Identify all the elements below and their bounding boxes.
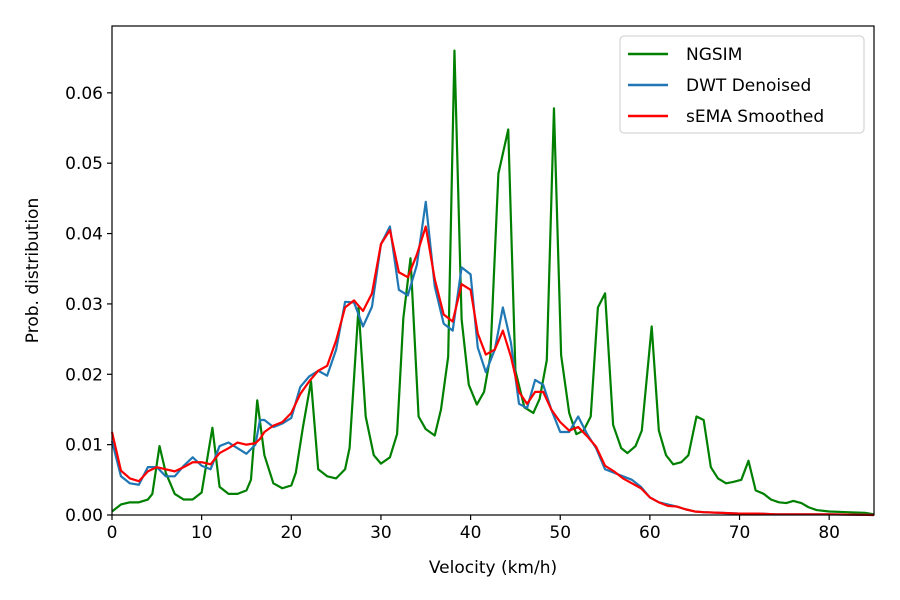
plot-frame [111, 25, 875, 516]
x-tick-label: 70 [729, 523, 751, 543]
legend-box [619, 35, 865, 134]
y-tick-label: 0.00 [65, 506, 103, 526]
y-axis: 0.00 0.01 0.02 0.03 0.04 0.05 0.06 [65, 84, 112, 526]
x-tick-label: 10 [191, 523, 213, 543]
x-axis-label: Velocity (km/h) [429, 558, 557, 578]
x-tick-label: 60 [639, 523, 661, 543]
y-tick-label: 0.02 [65, 365, 103, 385]
x-tick-label: 50 [549, 523, 571, 543]
y-axis-label: Prob. distribution [23, 198, 43, 343]
y-tick-label: 0.04 [65, 225, 103, 245]
x-tick-label: 0 [107, 523, 118, 543]
x-tick-label: 20 [280, 523, 302, 543]
x-tick-label: 30 [370, 523, 392, 543]
series-line-3 [110, 225, 875, 517]
legend-label: NGSIM [686, 45, 742, 65]
x-tick-label: 40 [460, 523, 482, 543]
y-tick-label: 0.06 [65, 84, 103, 104]
y-tick-label: 0.05 [65, 154, 103, 174]
legend-label: DWT Denoised [686, 76, 811, 96]
series-line-1 [111, 49, 875, 516]
legend-label: sEMA Smoothed [686, 107, 824, 127]
legend: NGSIM DWT Denoised sEMA Smoothed [619, 35, 865, 134]
x-axis: 0 10 20 30 40 50 60 70 80 [107, 515, 840, 543]
y-tick-label: 0.03 [65, 295, 103, 315]
series-layer [110, 49, 875, 517]
y-tick-label: 0.01 [65, 436, 103, 456]
x-tick-label: 80 [818, 523, 840, 543]
